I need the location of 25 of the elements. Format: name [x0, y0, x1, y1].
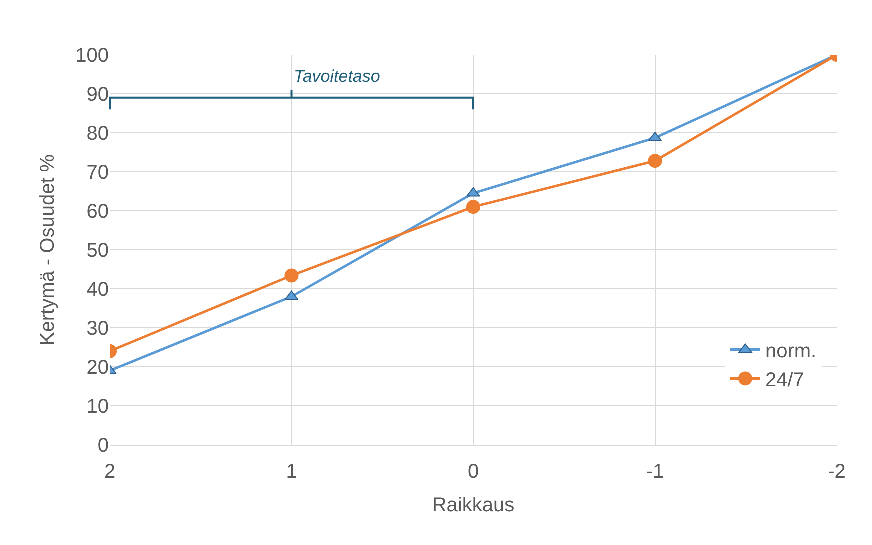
y-axis-title: Kertymä - Osuudet %	[37, 154, 60, 346]
y-tick-label: 10	[86, 396, 109, 418]
y-tick-label: 90	[86, 84, 109, 106]
x-tick-label: -2	[828, 461, 846, 483]
y-tick-label: 50	[86, 240, 109, 262]
y-tick-label: 40	[86, 279, 109, 301]
x-tick-label: 1	[286, 461, 298, 483]
x-tick-label: -1	[646, 461, 664, 483]
point	[466, 187, 480, 197]
point	[648, 154, 662, 168]
x-axis-title: Raikkaus	[432, 494, 515, 516]
y-tick-label: 20	[86, 357, 109, 379]
y-tick-label: 60	[86, 201, 109, 223]
y-tick-label: 0	[98, 435, 109, 457]
y-tick-label: 100	[76, 45, 109, 67]
x-tick-label: 0	[468, 461, 480, 483]
point	[284, 268, 299, 283]
y-tick-label: 30	[86, 318, 109, 340]
point	[466, 200, 480, 214]
legend-label: 24/7	[765, 370, 804, 392]
legend-label: norm.	[765, 340, 817, 362]
y-tick-label: 80	[86, 123, 109, 145]
y-tick-label: 70	[86, 162, 109, 184]
x-tick-label: 2	[104, 461, 116, 483]
annotation: Tavoitetaso	[294, 67, 380, 86]
